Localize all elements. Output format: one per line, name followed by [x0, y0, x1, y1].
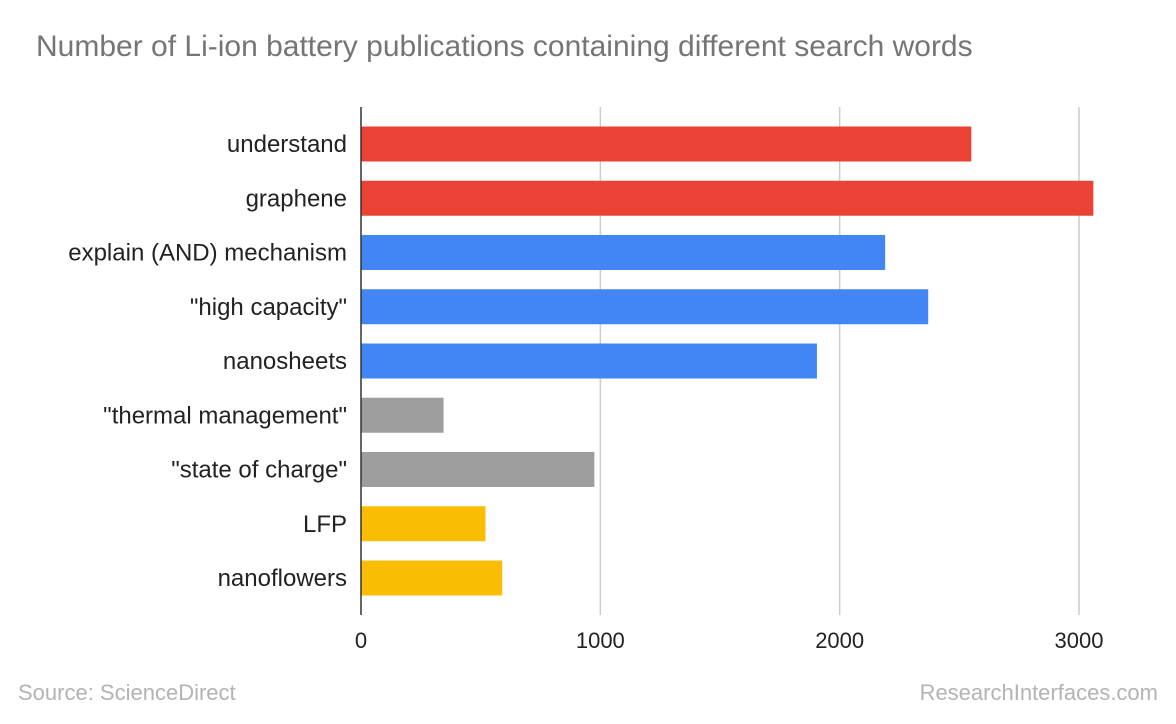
bar [361, 560, 503, 596]
bar [361, 506, 486, 542]
category-label: nanoflowers [218, 565, 347, 592]
bar [361, 289, 929, 325]
category-label: understand [227, 131, 347, 158]
x-tick-label: 3000 [1055, 628, 1104, 653]
x-tick-label: 2000 [815, 628, 864, 653]
category-label: nanosheets [223, 348, 347, 375]
bar [361, 452, 595, 487]
chart-title: Number of Li-ion battery publications co… [36, 30, 973, 63]
bar [361, 343, 817, 379]
category-label: LFP [303, 511, 347, 538]
bars [361, 126, 1094, 596]
category-label: "thermal management" [103, 402, 347, 429]
category-labels: understand graphene explain (AND) mechanis… [68, 131, 347, 592]
source-credit: Source: ScienceDirect [18, 680, 236, 705]
x-tick-label: 1000 [576, 628, 625, 653]
bar [361, 180, 1094, 216]
category-label: "state of charge" [171, 457, 347, 484]
x-tick-labels: 0 1000 2000 3000 [355, 628, 1104, 653]
bar [361, 397, 444, 433]
site-credit: ResearchInterfaces.com [919, 680, 1158, 705]
bar [361, 235, 886, 270]
bar [361, 126, 972, 162]
category-label: graphene [246, 185, 347, 212]
x-tick-label: 0 [355, 628, 367, 653]
category-label: "high capacity" [190, 294, 347, 321]
category-label: explain (AND) mechanism [68, 240, 347, 267]
